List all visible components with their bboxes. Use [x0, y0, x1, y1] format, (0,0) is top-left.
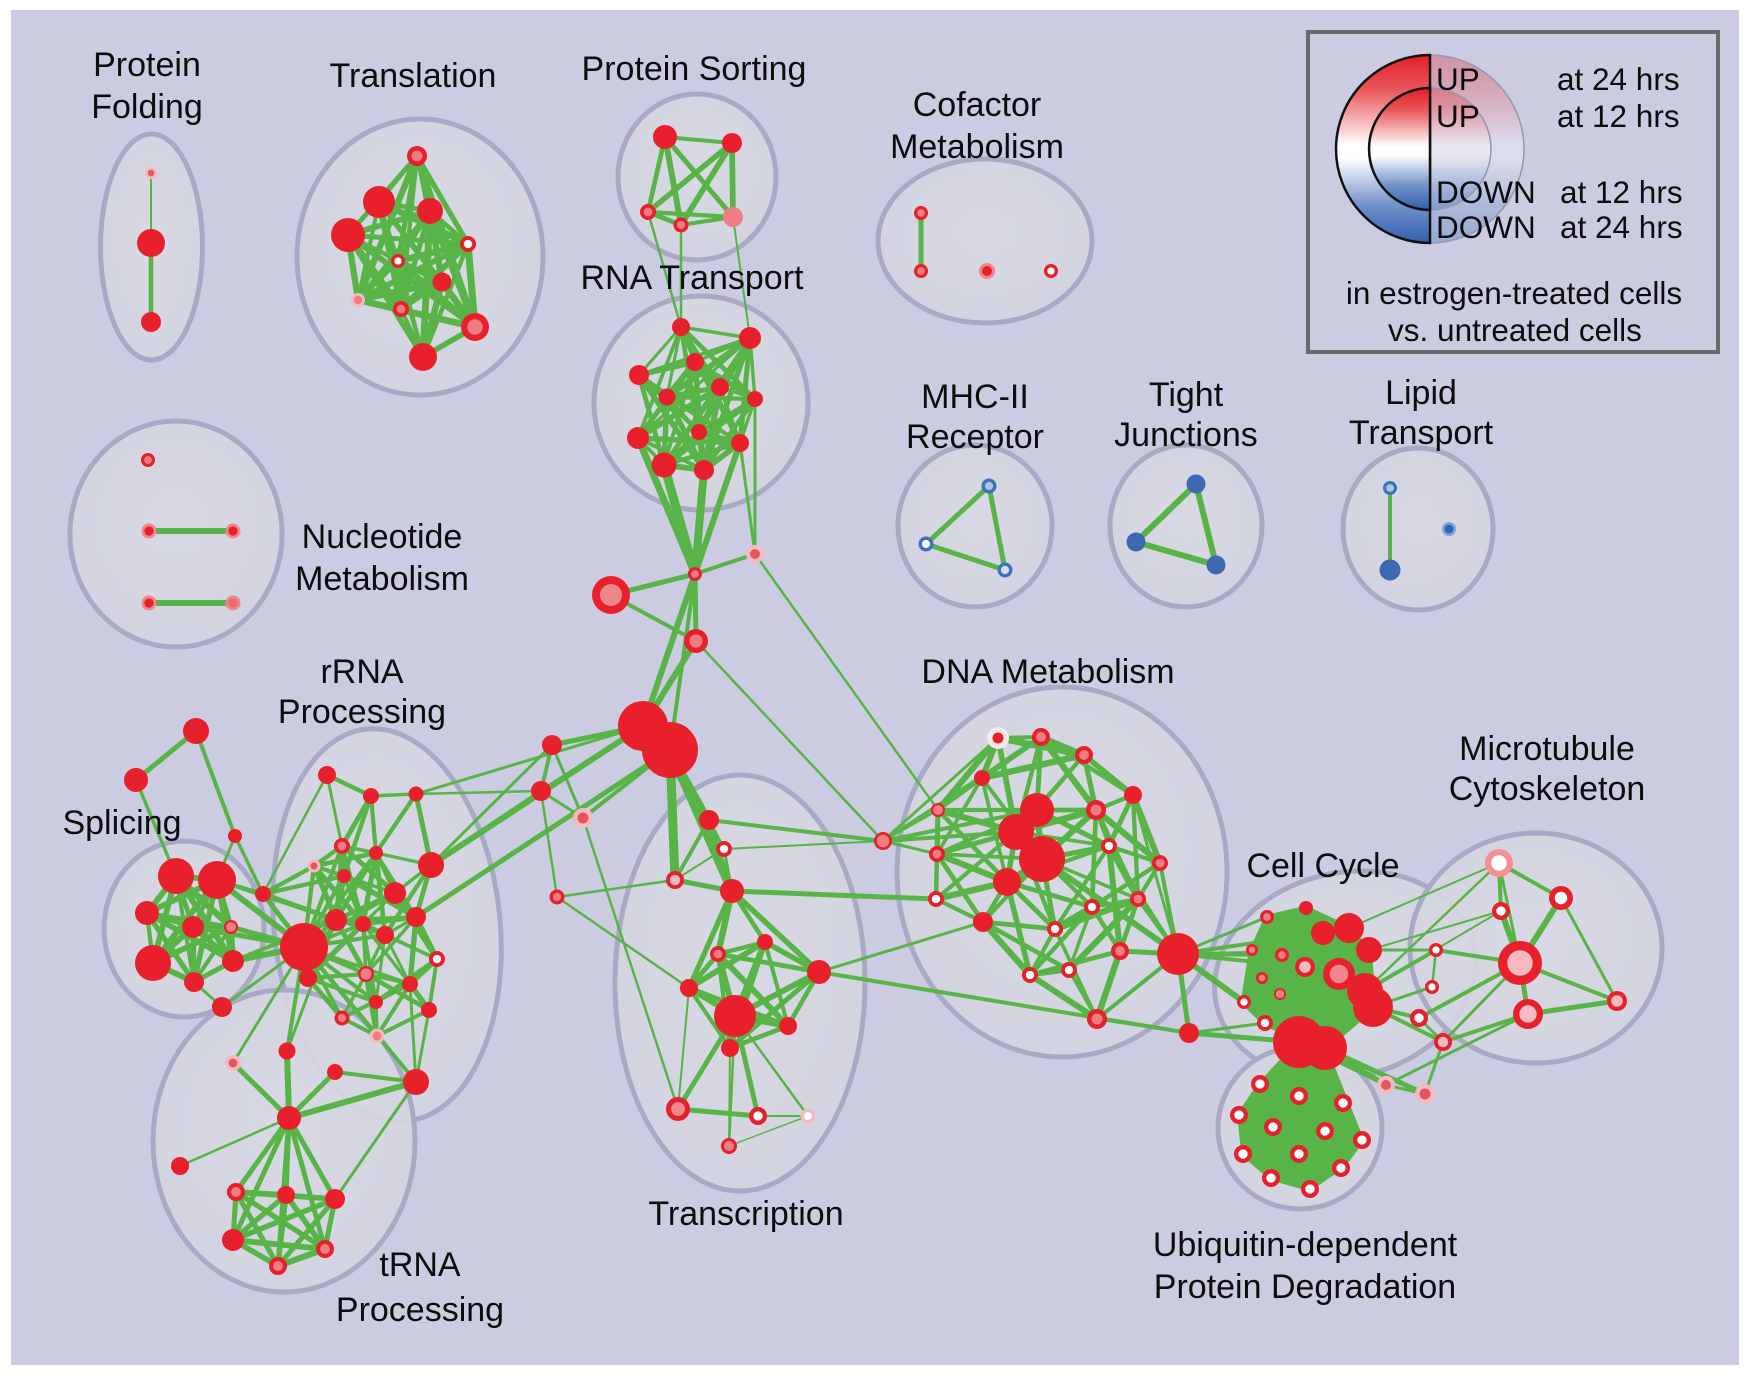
svg-text:Translation: Translation: [330, 57, 497, 95]
svg-text:Microtubule: Microtubule: [1459, 730, 1635, 768]
svg-text:Processing: Processing: [336, 1291, 504, 1329]
svg-text:Protein Sorting: Protein Sorting: [582, 50, 807, 88]
svg-text:UP: UP: [1436, 61, 1480, 97]
svg-text:DOWN: DOWN: [1436, 209, 1536, 245]
svg-text:Protein Degradation: Protein Degradation: [1154, 1268, 1456, 1306]
svg-text:Splicing: Splicing: [62, 804, 181, 842]
svg-text:at 24 hrs: at 24 hrs: [1560, 209, 1683, 245]
svg-text:Nucleotide: Nucleotide: [302, 518, 463, 556]
svg-text:Metabolism: Metabolism: [295, 560, 469, 598]
svg-text:Ubiquitin-dependent: Ubiquitin-dependent: [1153, 1226, 1458, 1264]
svg-text:Cofactor: Cofactor: [913, 86, 1042, 124]
svg-text:Cytoskeleton: Cytoskeleton: [1449, 770, 1646, 808]
svg-text:Transcription: Transcription: [648, 1195, 843, 1233]
svg-text:Protein: Protein: [93, 46, 201, 84]
svg-text:MHC-II: MHC-II: [921, 378, 1029, 416]
svg-text:rRNA: rRNA: [320, 653, 403, 691]
svg-text:at 12 hrs: at 12 hrs: [1557, 98, 1680, 134]
svg-text:DOWN: DOWN: [1436, 174, 1536, 210]
svg-text:RNA Transport: RNA Transport: [581, 259, 805, 297]
svg-text:Lipid: Lipid: [1385, 374, 1457, 412]
svg-text:Cell Cycle: Cell Cycle: [1246, 847, 1399, 885]
svg-text:Transport: Transport: [1349, 414, 1494, 452]
svg-text:at 12 hrs: at 12 hrs: [1560, 174, 1683, 210]
svg-text:at 24 hrs: at 24 hrs: [1557, 61, 1680, 97]
svg-text:Processing: Processing: [278, 693, 446, 731]
svg-text:tRNA: tRNA: [379, 1246, 461, 1284]
svg-text:Receptor: Receptor: [906, 418, 1044, 456]
svg-text:Metabolism: Metabolism: [890, 128, 1064, 166]
svg-text:in estrogen-treated cells: in estrogen-treated cells: [1346, 275, 1682, 311]
svg-text:UP: UP: [1436, 98, 1480, 134]
svg-text:Tight: Tight: [1149, 376, 1224, 414]
svg-text:Folding: Folding: [91, 88, 203, 126]
svg-text:DNA Metabolism: DNA Metabolism: [921, 653, 1174, 691]
svg-text:Junctions: Junctions: [1114, 416, 1258, 454]
svg-text:vs. untreated cells: vs. untreated cells: [1388, 312, 1642, 348]
